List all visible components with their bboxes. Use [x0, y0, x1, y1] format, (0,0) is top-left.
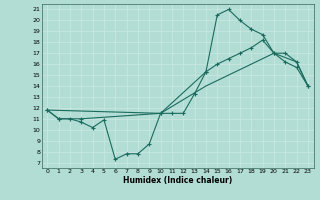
X-axis label: Humidex (Indice chaleur): Humidex (Indice chaleur): [123, 176, 232, 185]
